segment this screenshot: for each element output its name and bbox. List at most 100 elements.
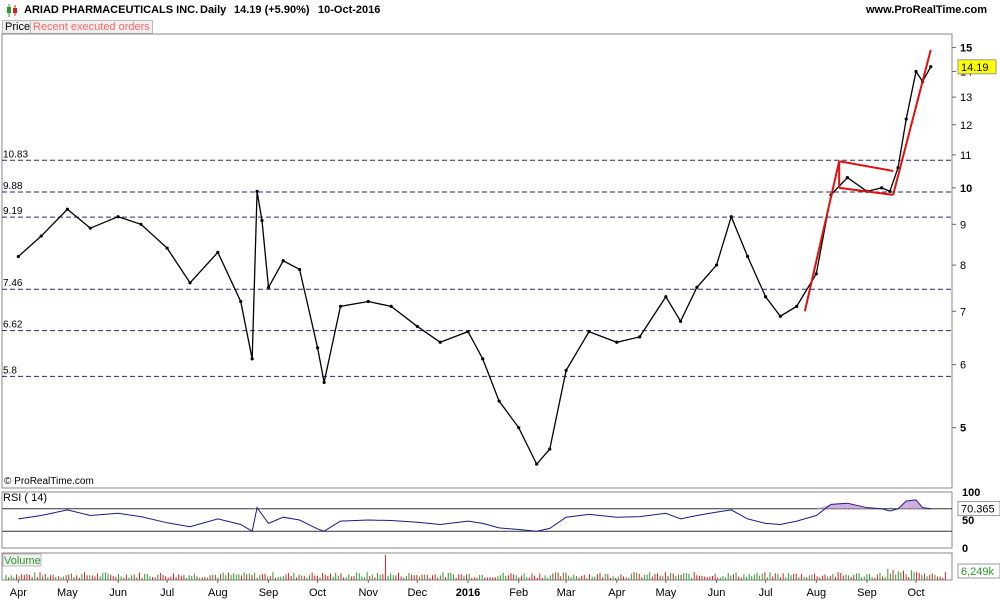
price-point bbox=[39, 234, 43, 238]
time-tick-label: Apr bbox=[10, 587, 27, 599]
price-point bbox=[729, 215, 733, 219]
price-point bbox=[638, 335, 642, 339]
volume-last-badge bbox=[957, 563, 1000, 579]
price-point bbox=[664, 295, 668, 299]
price-tick-label: 15 bbox=[960, 43, 972, 55]
price-point bbox=[695, 285, 699, 289]
volume-title: Volume bbox=[4, 555, 41, 567]
rsi-tick-label: 50 bbox=[962, 515, 974, 527]
price-point bbox=[814, 272, 818, 276]
price-point bbox=[266, 285, 271, 289]
period-label[interactable]: Daily bbox=[200, 4, 227, 16]
watermark: © ProRealTime.com bbox=[4, 476, 94, 487]
time-tick-label: Oct bbox=[309, 587, 326, 599]
time-tick-label: Apr bbox=[608, 587, 625, 599]
candle-icon bbox=[5, 4, 19, 20]
time-tick-label: Nov bbox=[358, 587, 378, 599]
price-tick-label: 9 bbox=[960, 219, 966, 231]
date-label: 10-Oct-2016 bbox=[318, 4, 381, 16]
rsi-last-badge bbox=[957, 501, 1000, 517]
time-tick-label: Sep bbox=[259, 587, 279, 599]
price-point bbox=[389, 304, 393, 308]
trend-line bbox=[892, 49, 932, 196]
time-tick-label: Jun bbox=[708, 587, 726, 599]
time-tick-label: Mar bbox=[557, 587, 576, 599]
price-point bbox=[678, 319, 683, 323]
time-tick-label: Sep bbox=[857, 587, 877, 599]
price-point bbox=[481, 357, 485, 361]
level-label: 5.8 bbox=[3, 365, 17, 376]
price-tick-label: 6 bbox=[960, 360, 966, 372]
time-tick-label: Jul bbox=[759, 587, 773, 599]
price-line bbox=[17, 66, 932, 466]
level-label: 9.19 bbox=[3, 206, 23, 217]
time-tick-label: Dec bbox=[408, 587, 428, 599]
price-point bbox=[65, 207, 70, 211]
price-point bbox=[366, 299, 370, 304]
price-point bbox=[746, 254, 750, 259]
rsi-tick-label: 0 bbox=[962, 543, 968, 555]
rsi-overbought-fill bbox=[831, 503, 848, 509]
trend-line bbox=[803, 161, 841, 312]
price-tick-label: 10 bbox=[960, 183, 972, 195]
price-point bbox=[260, 218, 264, 223]
price-point bbox=[880, 186, 884, 190]
price-point bbox=[795, 304, 799, 308]
price-change: 14.19 (+5.90%) bbox=[234, 4, 310, 16]
price-point bbox=[165, 246, 169, 250]
price-point bbox=[517, 426, 521, 430]
price-tick-label: 8 bbox=[960, 260, 966, 272]
price-point bbox=[239, 299, 243, 304]
level-label: 9.88 bbox=[3, 181, 23, 192]
price-point bbox=[116, 215, 120, 219]
time-tick-label: May bbox=[57, 587, 78, 599]
rsi-last-label: 70.365 bbox=[961, 504, 995, 516]
price-point bbox=[904, 117, 908, 121]
rsi-line bbox=[18, 499, 931, 532]
price-point bbox=[763, 295, 768, 299]
level-label: 7.46 bbox=[3, 278, 23, 289]
price-point bbox=[216, 250, 220, 254]
price-tick-label: 12 bbox=[960, 120, 972, 132]
time-tick-label: Jun bbox=[109, 587, 127, 599]
price-point bbox=[888, 189, 892, 193]
price-point bbox=[778, 314, 782, 318]
price-point bbox=[548, 447, 552, 451]
price-point bbox=[929, 65, 933, 69]
level-label: 6.62 bbox=[3, 320, 23, 331]
price-point bbox=[16, 254, 20, 259]
last-price-label: 14.19 bbox=[961, 62, 989, 74]
price-point bbox=[188, 281, 192, 285]
price-point bbox=[88, 226, 92, 230]
rsi-tick-label: 100 bbox=[962, 487, 980, 499]
price-point bbox=[535, 462, 539, 466]
price-point bbox=[714, 263, 719, 267]
price-point bbox=[322, 380, 326, 384]
price-point bbox=[466, 330, 470, 334]
rsi-overbought-fill bbox=[906, 499, 917, 509]
time-tick-label: Aug bbox=[208, 587, 228, 599]
price-point bbox=[297, 267, 302, 272]
price-point bbox=[587, 330, 591, 334]
price-tick-label: 13 bbox=[960, 92, 972, 104]
price-tick-label: 5 bbox=[960, 423, 966, 435]
price-point bbox=[564, 368, 568, 373]
time-tick-label: Feb bbox=[509, 587, 528, 599]
rsi-title: RSI ( 14) bbox=[3, 492, 47, 504]
price-point bbox=[255, 189, 259, 193]
price-point bbox=[338, 304, 343, 308]
price-point bbox=[438, 340, 442, 344]
trend-line bbox=[839, 186, 894, 196]
site-label: www.ProRealTime.com bbox=[866, 4, 988, 16]
level-label: 10.83 bbox=[3, 149, 28, 160]
trend-line bbox=[838, 160, 894, 172]
price-point bbox=[845, 176, 849, 180]
time-tick-label: Jul bbox=[160, 587, 174, 599]
rsi-panel-frame bbox=[1, 491, 953, 549]
time-tick-label: 2016 bbox=[456, 587, 480, 599]
price-point bbox=[281, 259, 285, 263]
instrument-title: ARIAD PHARMACEUTICALS INC. bbox=[24, 4, 199, 16]
rsi-overbought-fill bbox=[252, 507, 258, 509]
